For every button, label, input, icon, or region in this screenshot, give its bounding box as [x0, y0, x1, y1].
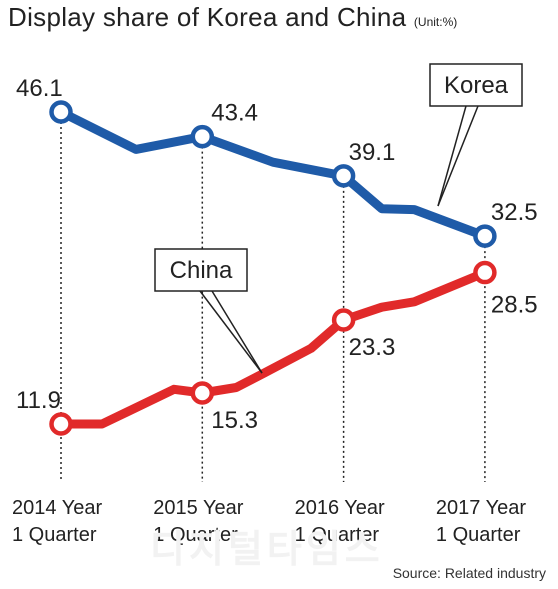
china-point-1: [49, 412, 73, 436]
series-callouts: Korea China: [154, 63, 523, 374]
korea-value-label-1: 46.1: [16, 75, 63, 102]
chart-title-text: Display share of Korea and China: [8, 2, 407, 32]
x-label-4-year: 2017 Year: [436, 497, 526, 519]
korea-point-2: [190, 124, 215, 149]
china-point-2: [190, 381, 215, 405]
china-value-label-2: 15.3: [211, 407, 258, 434]
china-value-label-3: 23.3: [349, 334, 396, 361]
x-axis-labels: 2014 Year 1 Quarter 2015 Year 1 Quarter 2016…: [12, 497, 526, 546]
data-points: [49, 100, 497, 436]
korea-callout: Korea: [429, 63, 523, 207]
china-callout-label: China: [170, 257, 233, 284]
china-callout-pointer: [199, 290, 263, 374]
china-value-label-1: 11.9: [16, 387, 61, 414]
korea-point-4: [473, 224, 497, 248]
x-label-3-quarter: 1 Quarter: [295, 524, 380, 546]
china-callout: China: [154, 248, 263, 374]
china-callout-box: [154, 248, 248, 292]
china-value-label-4: 28.5: [491, 292, 538, 319]
china-point-3: [331, 308, 356, 332]
china-point-4: [473, 260, 497, 285]
korea-value-label-4: 32.5: [491, 199, 538, 226]
x-label-4-quarter: 1 Quarter: [436, 524, 521, 546]
korea-value-label-3: 39.1: [349, 139, 396, 166]
korea-point-1: [49, 100, 73, 124]
watermark: 디지털타임스: [150, 529, 384, 571]
x-label-1-quarter: 1 Quarter: [12, 524, 97, 546]
korea-callout-pointer: [437, 105, 467, 207]
korea-point-3: [331, 164, 356, 188]
china-line: [56, 268, 490, 429]
x-label-2-quarter: 1 Quarter: [153, 524, 238, 546]
x-label-1-year: 2014 Year: [12, 497, 102, 519]
korea-value-label-2: 43.4: [211, 100, 258, 127]
chart-title: Display share of Korea and China (Unit:%…: [8, 2, 457, 33]
korea-callout-pointer: [437, 105, 479, 207]
china-callout-pointer: [211, 290, 263, 374]
korea-line: [56, 107, 490, 241]
series-lines: [56, 107, 490, 429]
source-note: Source: Related industry: [392, 565, 546, 581]
unit-label: (Unit:%): [413, 15, 458, 29]
x-label-3-year: 2016 Year: [295, 497, 385, 519]
korea-callout-box: [429, 63, 523, 107]
korea-callout-label: Korea: [444, 72, 509, 99]
data-labels: 46.1 43.4 39.1 32.5 11.9 15.3 23.3 28.5: [16, 75, 538, 434]
x-label-2-year: 2015 Year: [153, 497, 243, 519]
